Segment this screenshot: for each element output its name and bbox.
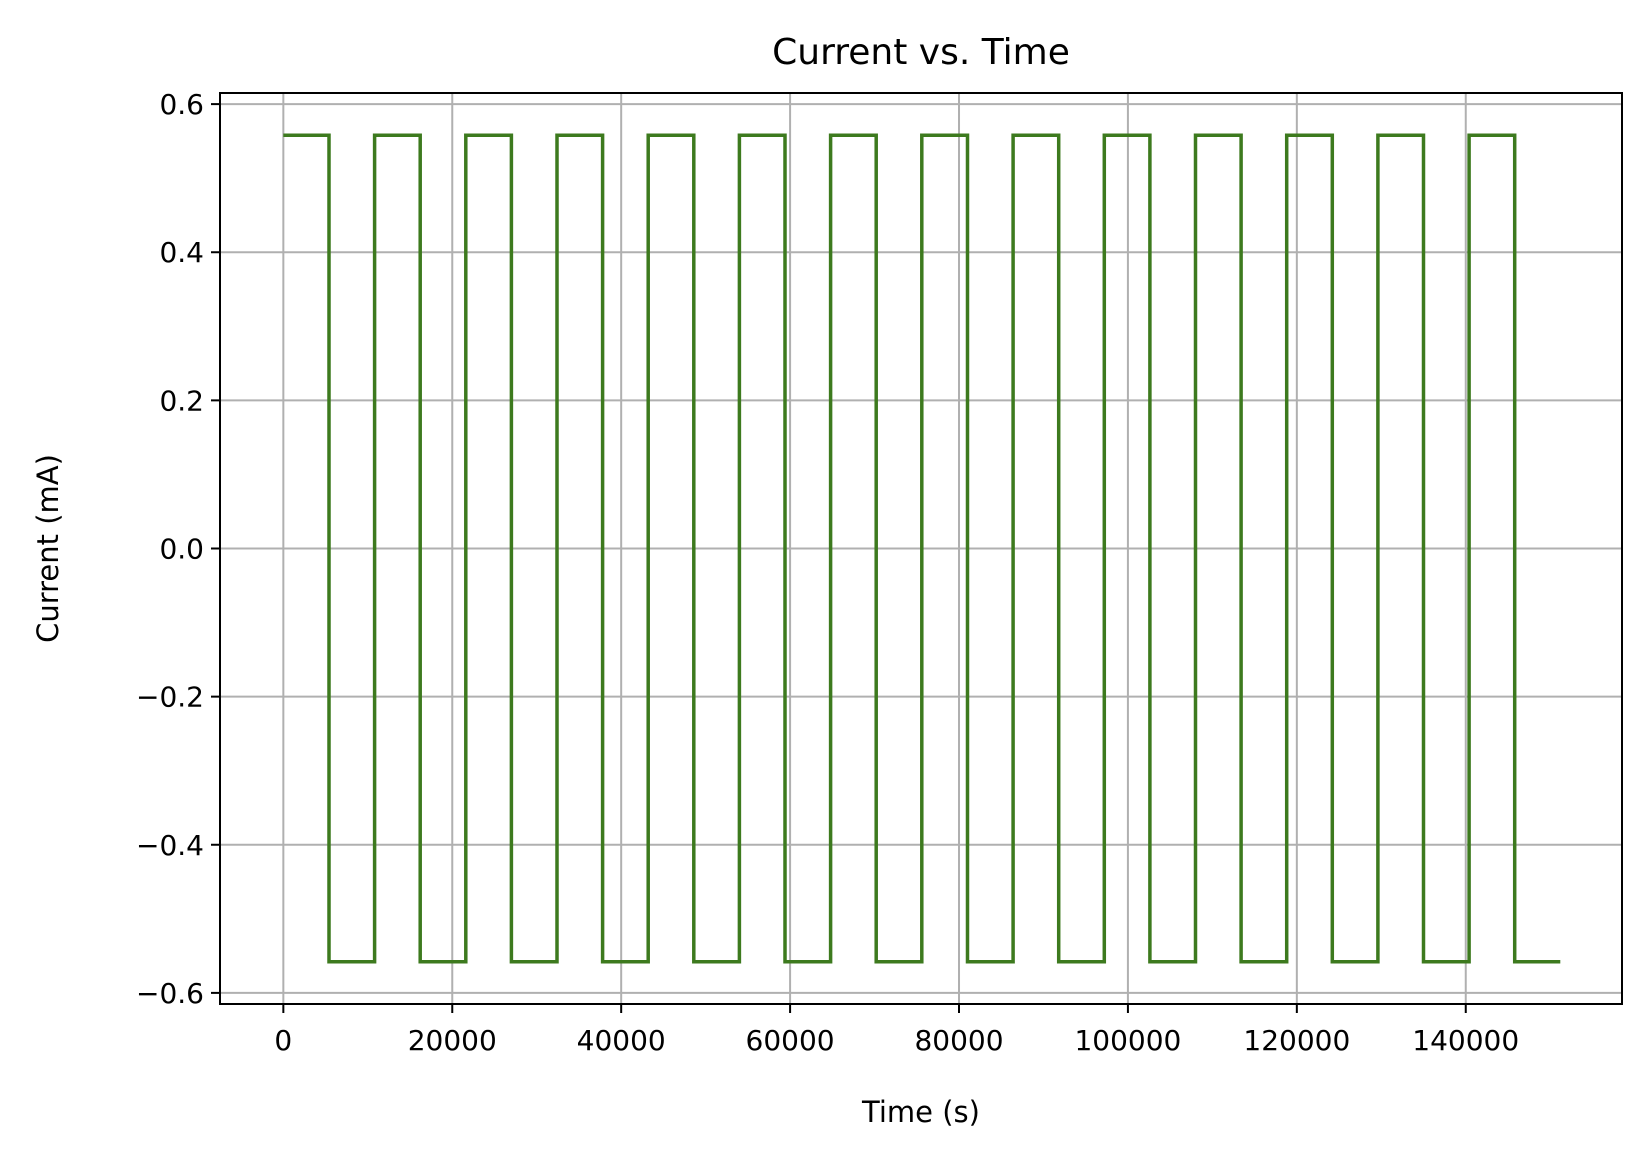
x-tick-label: 140000 [1412,1024,1519,1057]
x-tick-label: 120000 [1243,1024,1350,1057]
x-tick-label: 80000 [914,1024,1003,1057]
y-axis-ticks: 0.6 0.4 0.2 0.0 −0.2 −0.4 −0.6 [136,88,220,1010]
y-tick-label: 0.0 [159,533,204,566]
y-tick-label: 0.6 [159,88,204,121]
y-tick-label: −0.6 [136,977,204,1010]
x-tick-label: 20000 [408,1024,497,1057]
x-tick-label: 60000 [746,1024,835,1057]
current-series-line [283,133,1561,964]
x-tick-label: 40000 [577,1024,666,1057]
y-axis-label: Current (mA) [31,454,65,643]
y-tick-label: 0.4 [159,236,204,269]
y-tick-label: −0.2 [136,681,204,714]
chart-title: Current vs. Time [772,32,1070,73]
plot-area [283,133,1561,964]
y-tick-label: 0.2 [159,384,204,417]
y-tick-label: −0.4 [136,829,204,862]
x-axis-ticks: 0 20000 40000 60000 80000 100000 120000 140000 [274,1004,1519,1057]
x-tick-label: 0 [274,1024,292,1057]
x-axis-label: Time (s) [861,1095,980,1129]
x-tick-label: 100000 [1074,1024,1181,1057]
